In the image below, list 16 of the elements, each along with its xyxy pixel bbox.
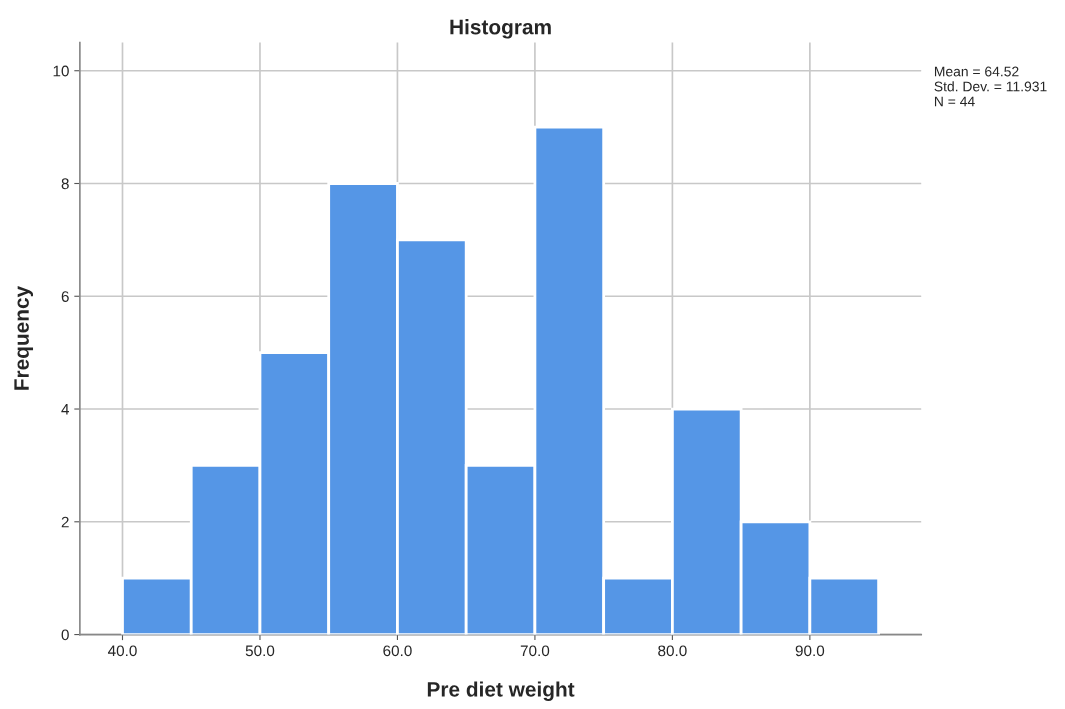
y-axis-title: Frequency	[14, 285, 34, 390]
y-tick-label: 0	[61, 629, 69, 641]
x-tick-label: 40.0	[107, 645, 137, 657]
y-tick-label: 10	[53, 65, 69, 77]
x-tick-label: 60.0	[383, 645, 412, 657]
x-tick-label: 70.0	[520, 645, 550, 657]
y-tick-label: 4	[61, 404, 70, 415]
chart-title: Histogram	[450, 19, 551, 39]
x-tick-label: 50.0	[245, 645, 275, 657]
y-tick-label: 6	[61, 291, 69, 302]
x-tick-label: 80.0	[658, 645, 687, 657]
x-tick-label: 90.0	[795, 645, 825, 657]
y-tick-label: 8	[61, 178, 69, 190]
text: Mean = 64.52 Std. Dev. = 11.931 N = 44	[934, 66, 1047, 107]
y-tick-label: 2	[61, 516, 69, 528]
x-axis-title: Pre diet weight	[427, 681, 575, 701]
